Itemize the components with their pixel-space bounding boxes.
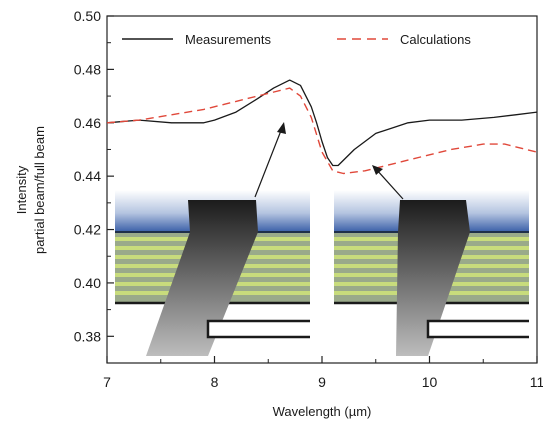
right-arrowhead bbox=[372, 165, 383, 175]
y-tick-label: 0.42 bbox=[74, 222, 101, 238]
y-tick-label: 0.40 bbox=[74, 275, 101, 291]
legend-calculations-label: Calculations bbox=[400, 32, 471, 47]
x-axis-ticks: 7 8 9 10 11 bbox=[103, 356, 543, 390]
series-line-calculations bbox=[106, 87, 538, 175]
y-tick-label: 0.44 bbox=[74, 168, 101, 184]
legend: Measurements Calculations bbox=[122, 32, 471, 47]
x-tick-label: 8 bbox=[211, 374, 219, 390]
left-arrowhead bbox=[277, 122, 286, 134]
y-tick-label: 0.50 bbox=[74, 8, 101, 24]
x-axis-title: Wavelength (µm) bbox=[273, 404, 372, 419]
series-line-measurements bbox=[106, 79, 538, 167]
structure-illustrations bbox=[115, 190, 529, 356]
y-axis-ticks: 0.38 0.40 0.42 0.44 0.46 0.48 0.50 bbox=[74, 8, 114, 344]
x-tick-label: 11 bbox=[530, 374, 543, 390]
x-tick-label: 9 bbox=[318, 374, 326, 390]
right-arrow bbox=[375, 168, 404, 200]
series-layer bbox=[106, 79, 538, 175]
x-tick-label: 10 bbox=[422, 374, 438, 390]
annotation-arrows bbox=[254, 122, 404, 200]
legend-measurements-label: Measurements bbox=[185, 32, 271, 47]
right-structure-illustration bbox=[334, 190, 529, 356]
y-tick-label: 0.46 bbox=[74, 115, 101, 131]
y-tick-label: 0.38 bbox=[74, 328, 101, 344]
y-axis-title-line2: partial beam/full beam bbox=[32, 126, 47, 254]
x-tick-label: 7 bbox=[103, 374, 111, 390]
y-axis-title-line1: Intensity bbox=[14, 165, 29, 214]
y-tick-label: 0.48 bbox=[74, 61, 101, 77]
left-arrow bbox=[254, 127, 283, 198]
left-structure-illustration bbox=[115, 190, 310, 356]
